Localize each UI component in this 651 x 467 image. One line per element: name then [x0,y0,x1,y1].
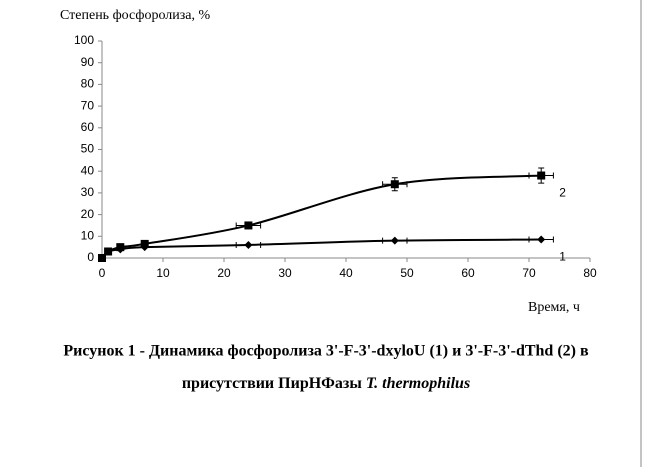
x-tick-label: 20 [217,266,231,280]
marker [390,180,399,189]
y-tick-label: 0 [87,250,94,264]
y-tick-label: 30 [81,185,95,199]
y-tick-label: 60 [81,120,95,134]
x-tick-label: 50 [400,266,414,280]
x-tick-label: 80 [583,266,597,280]
marker [244,240,253,249]
y-tick-label: 50 [81,142,95,156]
caption: присутствии ПирНФазы T. thermophilus [182,375,470,392]
x-axis-title: Время, ч [528,300,580,315]
marker [390,236,399,245]
marker [537,171,546,180]
y-tick-label: 100 [74,33,94,47]
marker [537,235,546,244]
caption-part: T. thermophilus [366,375,470,392]
x-tick-label: 60 [461,266,475,280]
caption: Рисунок 1 - Динамика фосфоролиза 3'-F-3'… [63,343,589,360]
marker [98,254,106,262]
marker [104,247,113,256]
caption-part: присутствии ПирНФазы [182,375,366,392]
x-tick-label: 70 [522,266,536,280]
marker [244,221,253,230]
marker [140,239,149,248]
series-label: 1 [559,250,566,264]
series-line [101,174,542,259]
x-tick-label: 30 [278,266,292,280]
x-tick-label: 10 [156,266,170,280]
y-tick-label: 20 [81,207,95,221]
x-tick-label: 0 [99,266,106,280]
y-tick-label: 90 [81,55,95,69]
series-line [101,238,542,259]
marker [116,243,125,252]
x-tick-label: 40 [339,266,353,280]
y-tick-label: 40 [81,163,95,177]
series-label: 2 [559,186,566,200]
y-axis-title: Степень фосфоролиза, % [60,8,210,23]
y-tick-label: 10 [81,228,95,242]
y-tick-label: 70 [81,98,95,112]
y-tick-label: 80 [81,77,95,91]
